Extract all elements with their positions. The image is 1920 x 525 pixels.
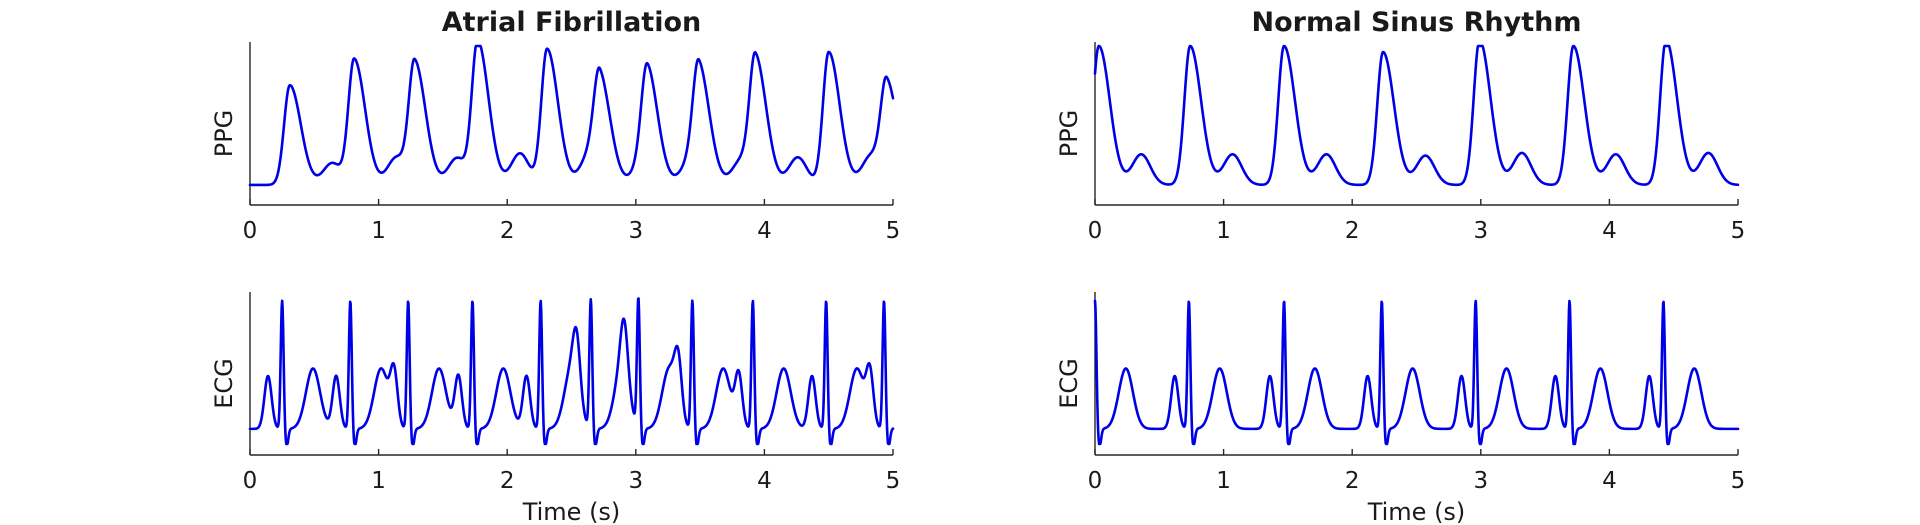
nsr-ppg-ylabel: PPG xyxy=(1055,110,1083,158)
afib-ppg-tick-label: 5 xyxy=(886,218,901,244)
nsr-ecg-tick-label: 1 xyxy=(1216,468,1231,494)
afib-ppg-title: Atrial Fibrillation xyxy=(442,7,702,38)
nsr-ecg-tick-label: 4 xyxy=(1602,468,1617,494)
afib-ppg-series-line xyxy=(248,44,895,187)
nsr-ppg-tick-label: 1 xyxy=(1216,218,1231,244)
nsr-ppg-tick-label: 2 xyxy=(1345,218,1360,244)
afib-ecg-tick-label: 2 xyxy=(500,468,515,494)
nsr-ppg-series-line xyxy=(1093,44,1740,187)
afib-ppg-panel: 0 1 2 3 4 5 Atrial Fibrillation PPG xyxy=(210,7,900,244)
afib-ecg-panel: 0 1 2 3 4 5 ECG Time (s) xyxy=(210,292,900,525)
nsr-ecg-series-line xyxy=(1093,299,1740,446)
nsr-ecg-xlabel: Time (s) xyxy=(1367,498,1466,525)
nsr-ppg-tick-label: 5 xyxy=(1731,218,1746,244)
afib-ecg-tick-label: 3 xyxy=(628,468,643,494)
afib-ppg-tick-label: 0 xyxy=(243,218,258,244)
afib-ppg-tick-label: 2 xyxy=(500,218,515,244)
afib-ecg-tick-label: 4 xyxy=(757,468,772,494)
afib-ecg-tick-label: 1 xyxy=(371,468,386,494)
afib-ppg-ylabel: PPG xyxy=(210,110,238,158)
nsr-ppg-tick-label: 0 xyxy=(1088,218,1103,244)
nsr-ppg-title: Normal Sinus Rhythm xyxy=(1252,7,1582,38)
nsr-ecg-tick-label: 2 xyxy=(1345,468,1360,494)
nsr-ecg-panel: 0 1 2 3 4 5 ECG Time (s) xyxy=(1055,292,1745,525)
nsr-ppg-tick-label: 4 xyxy=(1602,218,1617,244)
nsr-ecg-tick-label: 0 xyxy=(1088,468,1103,494)
nsr-ecg-tick-label: 5 xyxy=(1731,468,1746,494)
afib-ecg-tick-label: 0 xyxy=(243,468,258,494)
nsr-ppg-panel: 0 1 2 3 4 5 Normal Sinus Rhythm PPG xyxy=(1055,7,1745,244)
nsr-ppg-tick-label: 3 xyxy=(1473,218,1488,244)
afib-ecg-tick-label: 5 xyxy=(886,468,901,494)
afib-ecg-ylabel: ECG xyxy=(210,358,238,409)
afib-ecg-series-line xyxy=(248,297,895,446)
nsr-ecg-ylabel: ECG xyxy=(1055,358,1083,409)
afib-ppg-tick-label: 4 xyxy=(757,218,772,244)
nsr-ecg-tick-label: 3 xyxy=(1473,468,1488,494)
afib-ppg-tick-label: 3 xyxy=(628,218,643,244)
afib-ecg-xlabel: Time (s) xyxy=(522,498,621,525)
afib-ppg-tick-label: 1 xyxy=(371,218,386,244)
